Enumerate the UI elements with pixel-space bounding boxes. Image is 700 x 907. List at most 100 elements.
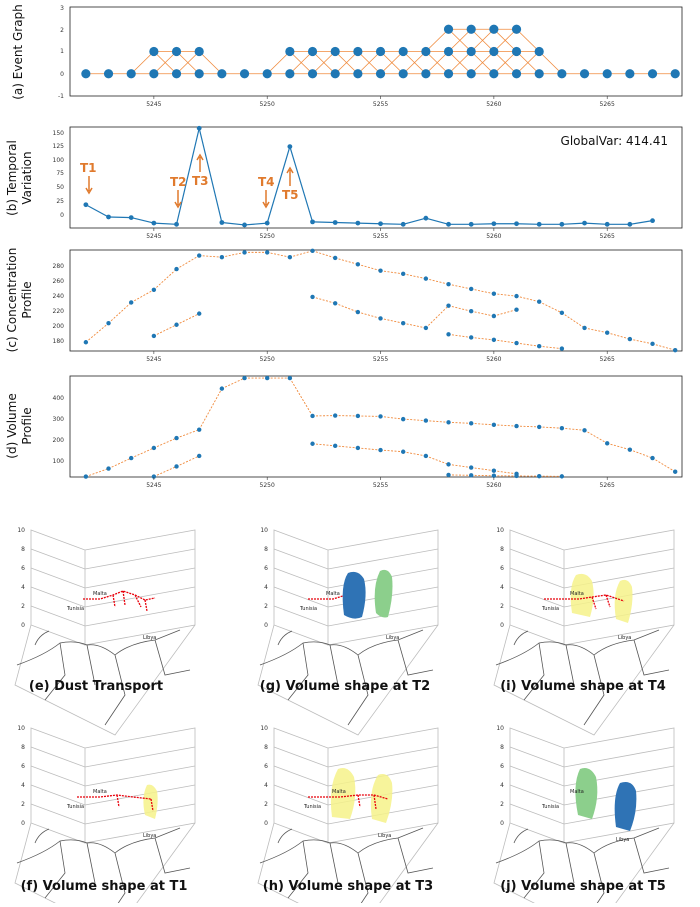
data-point xyxy=(582,221,587,226)
series-line xyxy=(517,426,540,427)
data-point xyxy=(469,473,473,477)
data-point xyxy=(582,428,586,432)
z-tick: 0 xyxy=(264,622,268,629)
data-point xyxy=(650,218,655,223)
data-point xyxy=(333,301,337,305)
data-point xyxy=(605,331,609,335)
y-tick: -1 xyxy=(58,93,64,100)
data-point xyxy=(355,221,360,226)
graph-node xyxy=(172,47,181,56)
series-line xyxy=(562,428,585,430)
series-line xyxy=(267,252,290,257)
series-line xyxy=(494,340,517,343)
graph-edge xyxy=(539,52,562,74)
concentration-series xyxy=(84,249,678,353)
data-point xyxy=(333,220,338,225)
graph-node xyxy=(195,47,204,56)
z-tick: 2 xyxy=(264,801,268,808)
data-point xyxy=(310,219,315,224)
y-tick: 220 xyxy=(53,308,65,315)
volume-frame xyxy=(70,376,682,477)
data-point xyxy=(469,421,473,425)
series-line xyxy=(585,430,608,443)
data-point xyxy=(333,444,337,448)
series-line xyxy=(313,222,336,223)
series-line xyxy=(358,223,381,224)
series-line xyxy=(471,337,494,339)
x-tick-label: 5265 xyxy=(600,482,615,489)
place-tunisia: Tunisia xyxy=(303,804,321,810)
graph-edge xyxy=(267,52,290,74)
data-point xyxy=(219,220,224,225)
z-ticks: 10 8 6 4 2 0 xyxy=(496,527,504,629)
graph-node xyxy=(376,47,385,56)
graph-node xyxy=(353,69,362,78)
data-point xyxy=(333,413,337,417)
graph-node xyxy=(399,47,408,56)
data-point xyxy=(378,221,383,226)
data-point xyxy=(83,202,88,207)
graph-node xyxy=(285,47,294,56)
series-line xyxy=(585,328,608,333)
graph-node xyxy=(331,47,340,56)
series-line xyxy=(494,310,517,316)
series-line xyxy=(653,458,676,472)
volume-blob-green xyxy=(375,570,393,618)
graph-node xyxy=(331,69,340,78)
z-tick: 6 xyxy=(264,763,268,770)
series-line xyxy=(426,218,449,224)
y-tick: 0 xyxy=(60,71,64,78)
series-line xyxy=(86,323,109,342)
x-tick-label: 5260 xyxy=(486,482,501,489)
data-point xyxy=(559,222,564,227)
data-point xyxy=(491,221,496,226)
data-point xyxy=(174,222,179,227)
series-line xyxy=(358,264,381,270)
series-line xyxy=(86,205,109,217)
series-line xyxy=(381,416,404,419)
data-point xyxy=(378,316,382,320)
z-tick: 8 xyxy=(21,744,25,751)
series-line xyxy=(335,303,358,312)
series-line xyxy=(471,224,494,225)
caption-g: (g) Volume shape at T2 xyxy=(260,679,430,694)
concentration-panel: 280 260 240 220 200 180 (c) Concentratio… xyxy=(5,248,682,363)
data-point xyxy=(605,222,610,227)
z-tick: 6 xyxy=(21,565,25,572)
caption-h: (h) Volume shape at T3 xyxy=(263,879,433,894)
z-tick: 10 xyxy=(496,725,504,732)
caption-i: (i) Volume shape at T4 xyxy=(500,679,666,694)
annotation-t1-arrow xyxy=(86,176,92,193)
z-tick: 4 xyxy=(264,782,268,789)
y-tick: 100 xyxy=(53,458,65,465)
series-line xyxy=(517,296,540,302)
graph-node xyxy=(512,69,521,78)
z-tick: 10 xyxy=(17,725,25,732)
data-point xyxy=(446,462,450,466)
series-line xyxy=(653,344,676,350)
data-point xyxy=(378,448,382,452)
series-line xyxy=(562,313,585,328)
series-line xyxy=(154,223,177,224)
graph-node xyxy=(603,69,612,78)
x-tick-label: 5250 xyxy=(260,233,275,240)
series-line xyxy=(471,423,494,424)
data-point xyxy=(106,466,110,470)
data-point xyxy=(514,221,519,226)
x-tick-label: 5245 xyxy=(146,101,161,108)
data-point xyxy=(174,464,178,468)
y-tick: 400 xyxy=(53,395,65,402)
data-point xyxy=(628,447,632,451)
event-graph-y-ticks: 3 2 1 0 -1 xyxy=(58,5,64,100)
series-line xyxy=(177,314,200,325)
series-line xyxy=(86,469,109,477)
data-point xyxy=(469,335,473,339)
graph-node xyxy=(489,69,498,78)
data-point xyxy=(333,256,337,260)
series-line xyxy=(585,223,608,224)
x-tick-label: 5260 xyxy=(486,101,501,108)
series-line xyxy=(381,318,404,323)
